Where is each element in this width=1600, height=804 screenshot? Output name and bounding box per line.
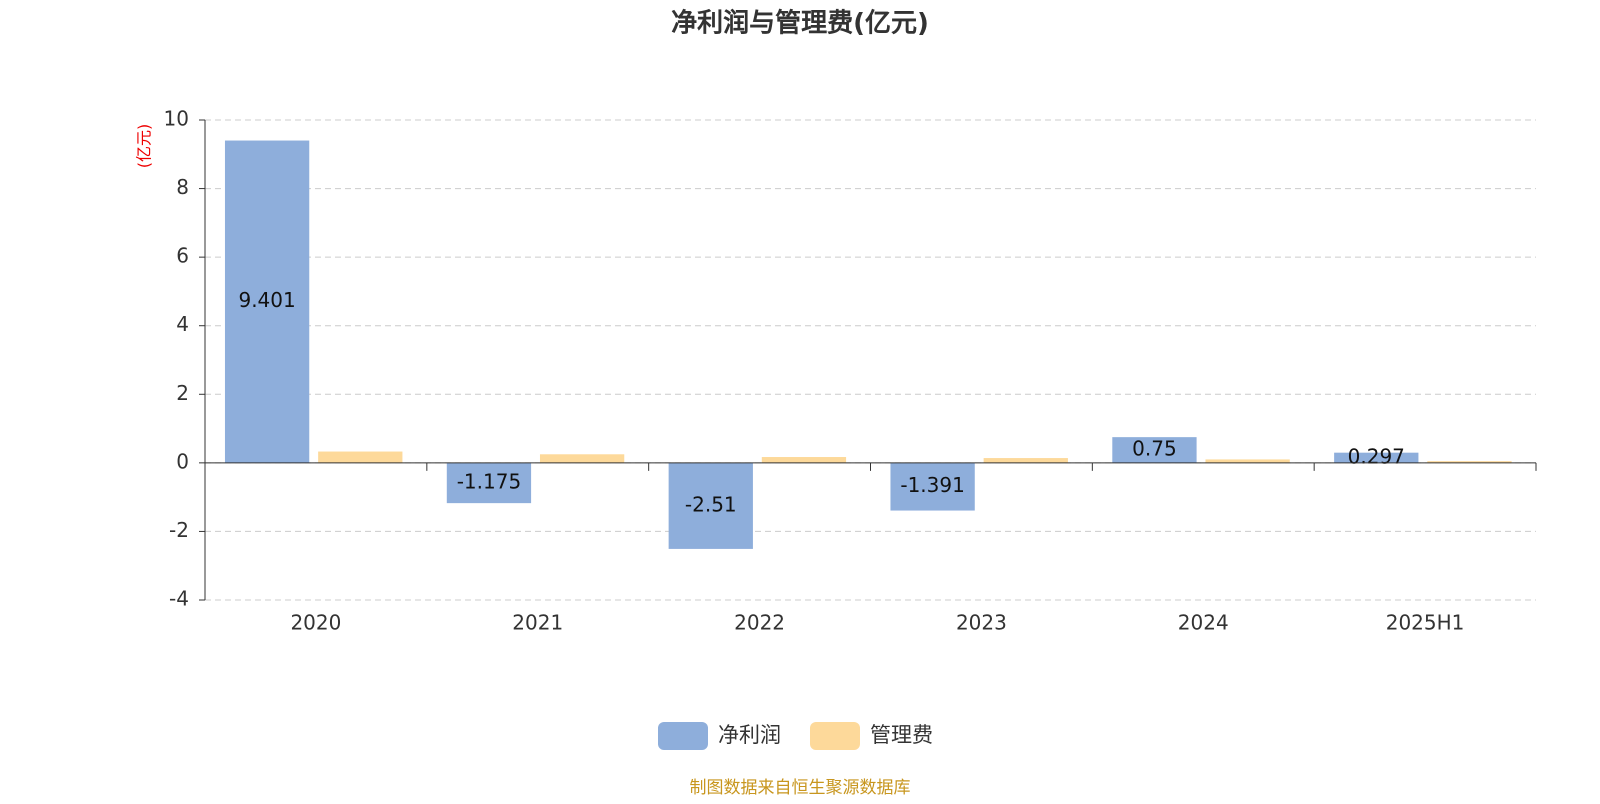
bar [539, 454, 625, 463]
data-label: 0.75 [1132, 437, 1177, 461]
y-tick-label: 6 [176, 244, 189, 268]
bar [224, 140, 310, 463]
x-tick-label: 2020 [290, 611, 341, 635]
bar [1205, 459, 1290, 463]
x-tick-label: 2024 [1178, 611, 1229, 635]
data-label: -1.391 [900, 473, 964, 497]
y-tick-label: 0 [176, 449, 189, 473]
legend-label: 管理费 [870, 723, 933, 747]
bar [668, 462, 753, 549]
source-note: 制图数据来自恒生聚源数据库 [690, 778, 911, 798]
bar [983, 458, 1068, 463]
x-tick-label: 2021 [512, 611, 563, 635]
x-tick-label: 2023 [956, 611, 1007, 635]
data-label: 0.297 [1348, 444, 1405, 468]
y-tick-label: 4 [176, 312, 189, 336]
legend-swatch [810, 722, 860, 750]
x-tick-label: 2025H1 [1386, 611, 1465, 635]
x-tick-label: 2022 [734, 611, 785, 635]
bar [1427, 461, 1512, 463]
y-tick-label: -2 [169, 518, 189, 542]
data-label: -1.175 [457, 470, 521, 494]
chart-title: 净利润与管理费(亿元) [671, 8, 929, 39]
y-axis-title: (亿元) [135, 124, 154, 169]
y-tick-label: -4 [169, 587, 189, 611]
data-label: 9.401 [238, 288, 295, 312]
bar [1112, 437, 1197, 463]
legend-label: 净利润 [718, 723, 781, 747]
bar [1334, 452, 1419, 463]
bar [761, 457, 847, 463]
y-tick-label: 10 [164, 107, 189, 131]
y-tick-label: 8 [176, 175, 189, 199]
bar [318, 451, 403, 463]
data-label: -2.51 [685, 492, 737, 516]
bar [446, 462, 532, 504]
bar [890, 462, 975, 511]
y-tick-label: 2 [176, 381, 189, 405]
legend-swatch [658, 722, 708, 750]
